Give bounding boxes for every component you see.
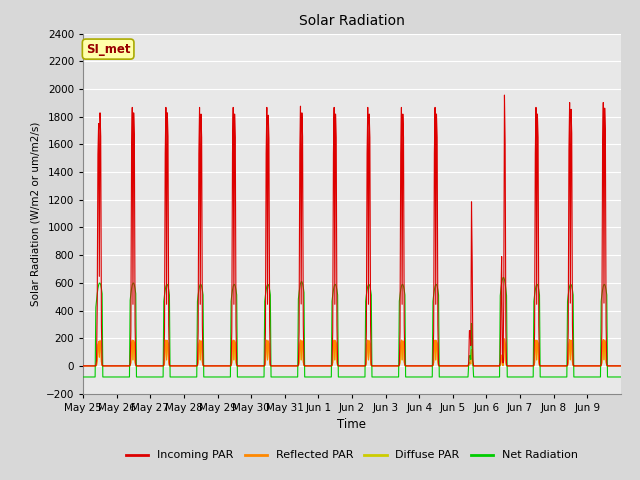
Legend: Incoming PAR, Reflected PAR, Diffuse PAR, Net Radiation: Incoming PAR, Reflected PAR, Diffuse PAR… (122, 446, 582, 465)
Text: SI_met: SI_met (86, 43, 131, 56)
Title: Solar Radiation: Solar Radiation (299, 14, 405, 28)
X-axis label: Time: Time (337, 418, 367, 431)
Y-axis label: Solar Radiation (W/m2 or um/m2/s): Solar Radiation (W/m2 or um/m2/s) (30, 121, 40, 306)
